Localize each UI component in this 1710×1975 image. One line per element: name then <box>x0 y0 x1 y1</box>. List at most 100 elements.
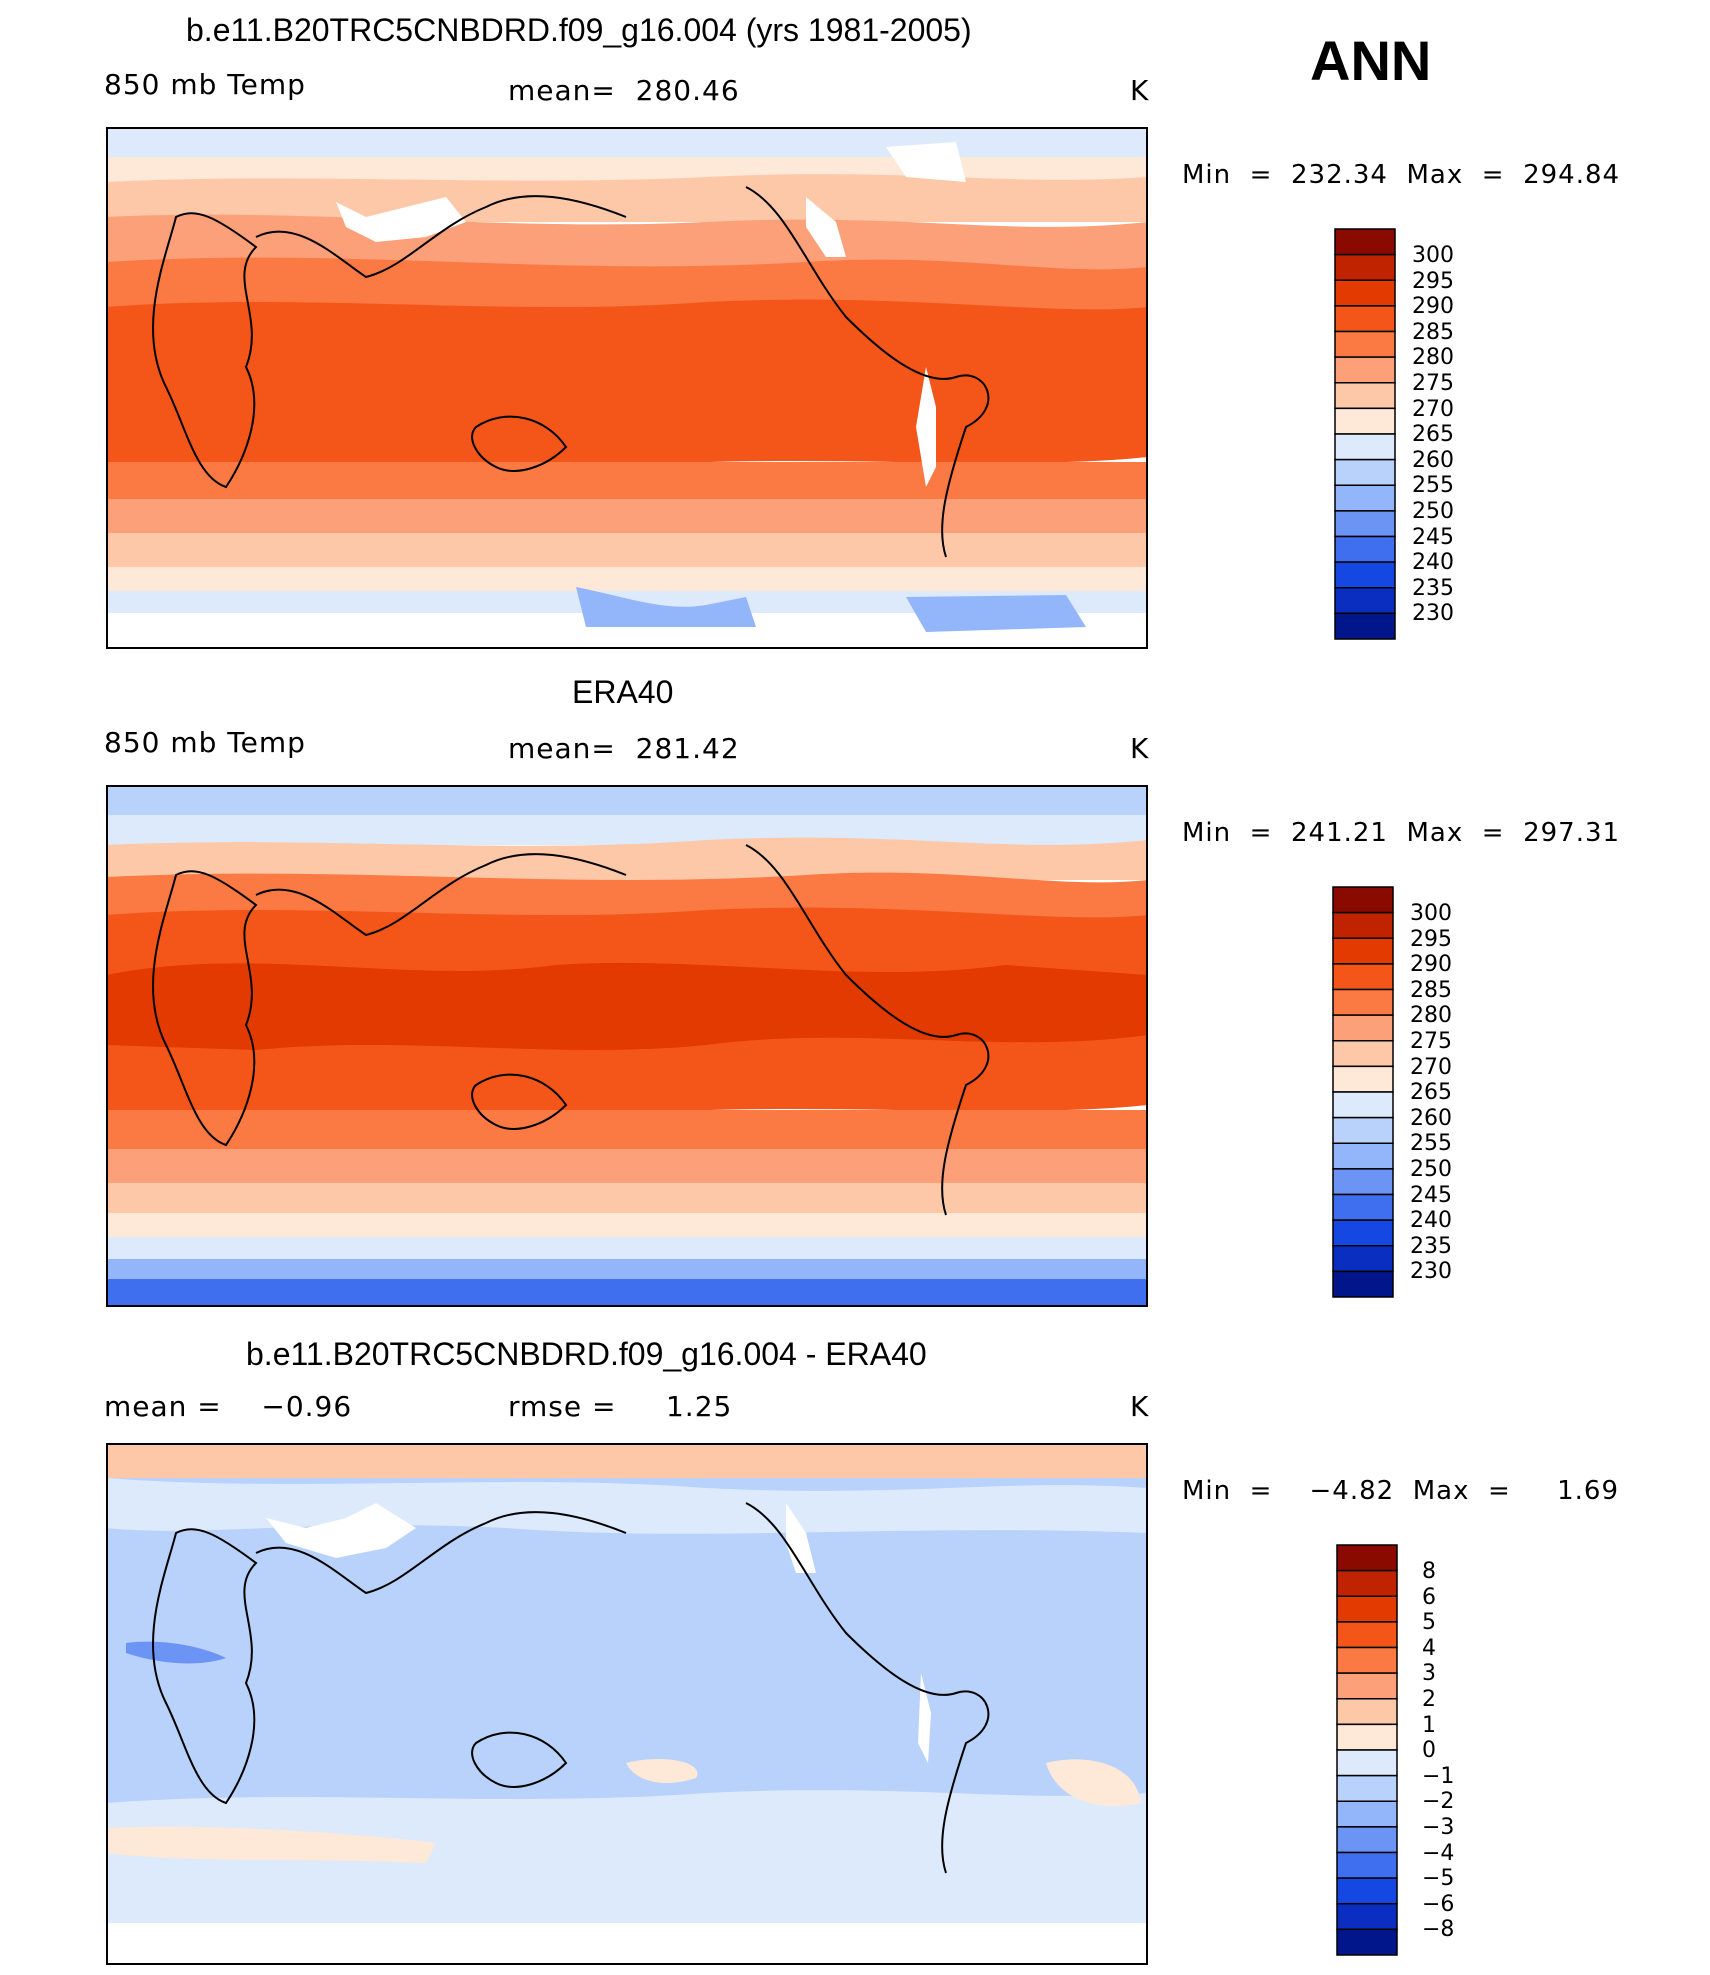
colorbar-label: 285 <box>1410 977 1452 1003</box>
colorbar-label: 260 <box>1412 447 1454 473</box>
colorbar-swatch <box>1336 1877 1398 1905</box>
colorbar-label: 250 <box>1410 1157 1452 1182</box>
colorbar-label: 250 <box>1412 499 1454 524</box>
colorbar-label: 300 <box>1410 901 1452 926</box>
colorbar-swatch <box>1334 407 1396 435</box>
p3-coastlines <box>152 1502 990 1874</box>
colorbar-label: 1 <box>1422 1712 1436 1738</box>
colorbar-swatch <box>1334 253 1396 281</box>
colorbar-swatch <box>1332 1193 1394 1221</box>
panel-3-title: b.e11.B20TRC5CNBDRD.f09_g16.004 - ERA40 <box>246 1336 927 1372</box>
colorbar-swatch <box>1334 561 1396 589</box>
colorbar-swatch <box>1334 279 1396 307</box>
p2-band-s4 <box>106 1213 1148 1237</box>
p1-band-s1 <box>106 462 1148 500</box>
colorbar-swatch <box>1336 1621 1398 1649</box>
colorbar-swatch <box>1336 1749 1398 1777</box>
colorbar-label: 230 <box>1412 601 1454 627</box>
p3-band-s-light <box>106 1790 1148 1923</box>
colorbar-swatch <box>1334 433 1396 461</box>
panel-3-rmse-label: rmse = 1.25 <box>508 1390 733 1423</box>
colorbar-label: 300 <box>1412 243 1454 268</box>
colorbar-label: −8 <box>1422 1917 1455 1943</box>
panel-1-mean-label: mean= 280.46 <box>508 74 740 107</box>
colorbar-swatch <box>1332 937 1394 965</box>
p3-warm-spot-pacific <box>626 1758 698 1783</box>
panel-3-mean-label: mean = −0.96 <box>104 1390 353 1423</box>
panel-2-variable-label: 850 mb Temp <box>104 726 306 759</box>
colorbar-swatch <box>1334 612 1396 640</box>
colorbar-label: 295 <box>1410 926 1452 952</box>
colorbar-label: 235 <box>1410 1233 1452 1259</box>
p2-band-s1 <box>106 1110 1148 1150</box>
p3-frame <box>106 1443 1148 1965</box>
colorbar-swatch <box>1332 1245 1394 1273</box>
colorbar-label: −5 <box>1422 1866 1455 1892</box>
colorbar-swatch <box>1334 587 1396 615</box>
colorbar-swatch <box>1332 963 1394 991</box>
colorbar-label: 275 <box>1412 371 1454 396</box>
colorbar-swatch <box>1334 356 1396 384</box>
colorbar-label: −4 <box>1422 1840 1455 1866</box>
colorbar-swatch <box>1332 1168 1394 1196</box>
p1-band-s4 <box>106 567 1148 592</box>
p2-band-s3 <box>106 1183 1148 1213</box>
colorbar-swatch <box>1334 382 1396 410</box>
colorbar-swatch <box>1336 1774 1398 1802</box>
season-label: ANN <box>1310 29 1432 92</box>
panel-1-minmax: Min = 232.34 Max = 294.84 <box>1182 160 1621 190</box>
colorbar-label: 4 <box>1422 1635 1436 1661</box>
p1-coastlines <box>152 186 990 558</box>
p3-band-s-warm <box>106 1826 436 1863</box>
colorbar-swatch <box>1332 911 1394 939</box>
colorbar-label: 235 <box>1412 575 1454 601</box>
colorbar-swatch <box>1334 305 1396 333</box>
p2-band-s6 <box>106 1259 1148 1279</box>
panel-1-title: b.e11.B20TRC5CNBDRD.f09_g16.004 (yrs 198… <box>186 12 972 48</box>
p1-band-tropics <box>106 299 1148 470</box>
colorbar-swatch <box>1334 510 1396 538</box>
colorbar-swatch <box>1336 1544 1398 1572</box>
panel-1-variable-label: 850 mb Temp <box>104 68 306 101</box>
colorbar-swatch <box>1332 886 1394 914</box>
p1-band-s2 <box>106 499 1148 534</box>
p2-band-s5 <box>106 1237 1148 1259</box>
colorbar-swatch <box>1336 1672 1398 1700</box>
colorbar-label: 245 <box>1412 524 1454 550</box>
colorbar-label: 280 <box>1412 345 1454 371</box>
panel-1-colorbar <box>1334 228 1396 640</box>
colorbar-swatch <box>1336 1646 1398 1674</box>
panel-2-title: ERA40 <box>572 674 674 710</box>
colorbar-label: 5 <box>1422 1610 1436 1636</box>
colorbar-swatch <box>1332 1116 1394 1144</box>
panel-1-units-label: K <box>1130 74 1150 107</box>
p3-missing-rockies <box>786 1503 816 1573</box>
colorbar-label: 240 <box>1412 550 1454 576</box>
colorbar-swatch <box>1336 1826 1398 1854</box>
colorbar-swatch <box>1336 1595 1398 1623</box>
p1-missing-tibet <box>336 197 466 242</box>
colorbar-swatch <box>1336 1569 1398 1597</box>
colorbar-swatch <box>1334 458 1396 486</box>
colorbar-swatch <box>1334 484 1396 512</box>
colorbar-label: 2 <box>1422 1687 1436 1712</box>
p3-band-antarctic <box>106 1923 1148 1965</box>
colorbar-label: 8 <box>1422 1559 1436 1584</box>
p1-antarctic-cold-2 <box>906 595 1086 632</box>
colorbar-label: 255 <box>1412 473 1454 499</box>
p3-cold-spot-africa <box>126 1641 226 1664</box>
panel-3-map <box>106 1443 1148 1965</box>
colorbar-label: 265 <box>1410 1080 1452 1106</box>
p2-band-s2 <box>106 1149 1148 1184</box>
p2-band-n2 <box>106 872 1148 920</box>
colorbar-label: 265 <box>1412 422 1454 448</box>
colorbar-label: 270 <box>1410 1054 1452 1080</box>
p2-band-hot <box>106 962 1148 1050</box>
p1-band-n2 <box>106 174 1148 222</box>
colorbar-swatch <box>1332 1065 1394 1093</box>
p1-band-polar-n <box>106 127 1148 157</box>
colorbar-label: 275 <box>1410 1029 1452 1054</box>
panel-2-mean-label: mean= 281.42 <box>508 732 740 765</box>
colorbar-label: −1 <box>1422 1763 1455 1789</box>
colorbar-label: 285 <box>1412 319 1454 345</box>
